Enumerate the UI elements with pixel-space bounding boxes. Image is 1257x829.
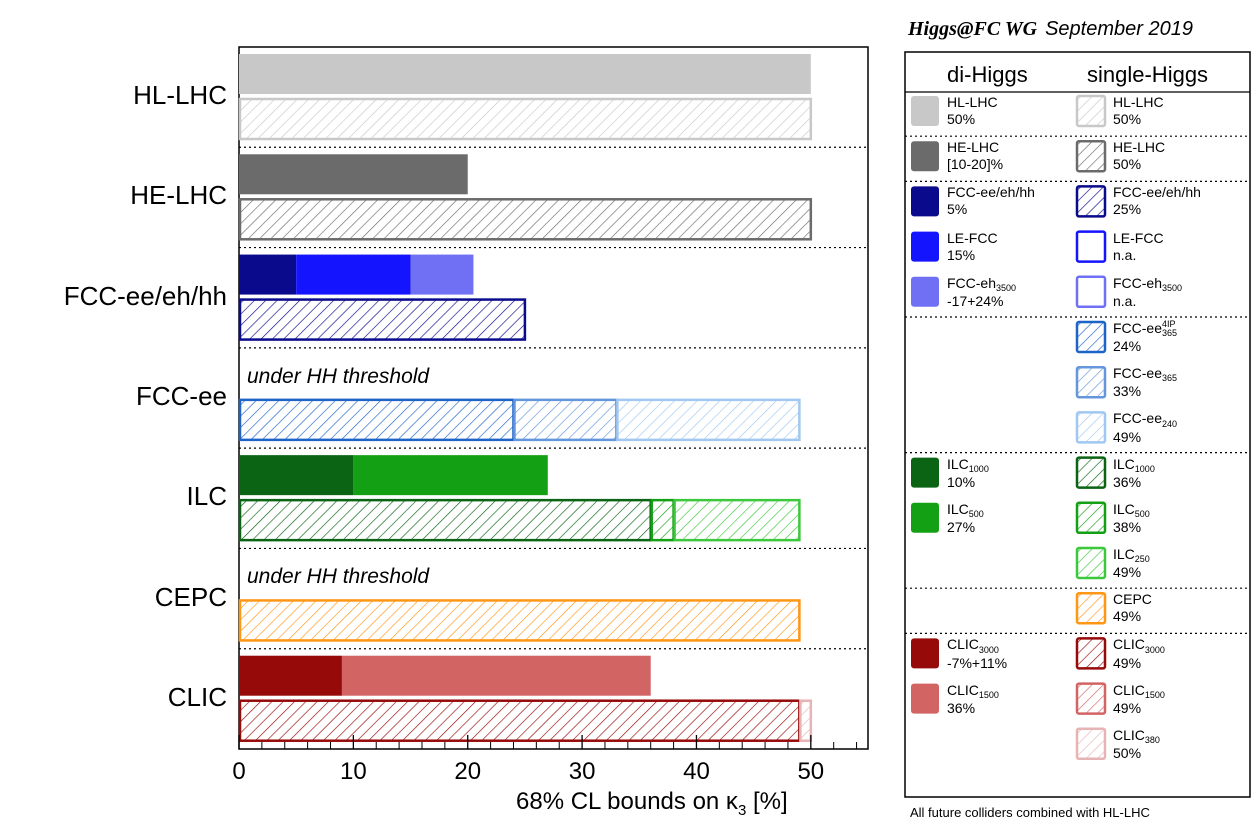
category-label: HL-LHC — [133, 80, 227, 111]
legend-swatch-di — [911, 186, 939, 217]
single-higgs-bar — [799, 699, 813, 742]
legend-swatch-single — [1075, 411, 1107, 444]
wg-title: Higgs@FC WG — [908, 18, 1038, 40]
legend-entry-text: CLIC 380 50% — [1113, 726, 1160, 762]
legend-swatch-single — [1075, 727, 1107, 761]
legend-swatch-single — [1075, 591, 1107, 625]
legend-entry-text: LE-FCC 15% — [947, 229, 998, 263]
category-label: FCC-ee — [135, 381, 227, 411]
legend-swatch-di — [911, 683, 939, 714]
legend-swatch-single — [1075, 501, 1107, 535]
legend-swatch-di — [911, 141, 939, 172]
di-higgs-bar — [239, 455, 354, 496]
single-higgs-bar — [616, 398, 801, 442]
legend-entry-text: FCC-eh 3500 n.a. — [1113, 274, 1183, 310]
x-tick-label: 10 — [340, 758, 367, 785]
date-label: September 2019 — [1045, 18, 1193, 40]
category-label: ILC — [186, 481, 227, 512]
under-threshold-note: under HH threshold — [247, 565, 430, 589]
x-axis-label-unit: [%] — [752, 788, 788, 815]
x-axis-label-sub: 3 — [737, 801, 747, 819]
legend-box — [904, 51, 1251, 798]
single-higgs-bar — [238, 699, 801, 742]
single-higgs-bar — [238, 599, 801, 642]
legend-entry-text: HL-LHC 50% — [947, 94, 998, 127]
legend-swatch-single — [1075, 185, 1107, 218]
chart-title: Higgs@FC WG September 2019 — [908, 18, 1193, 41]
legend-swatch-single — [1075, 320, 1107, 354]
legend-entry-text: ILC 1000 10% — [947, 455, 989, 490]
legend-entry-text: CLIC 1500 36% — [947, 681, 999, 716]
legend-entry-text: ILC 500 38% — [1113, 500, 1150, 536]
legend-swatch-di — [911, 638, 939, 669]
legend-entry-text: FCC-ee/eh/hh 25% — [1113, 184, 1201, 218]
di-higgs-bar — [296, 254, 411, 295]
category-label: CLIC — [167, 681, 227, 712]
legend-entry-text: HE-LHC [10-20]% — [947, 139, 1004, 173]
legend-entry-text: CLIC 1500 49% — [1113, 681, 1165, 716]
legend-swatch-single — [1075, 456, 1107, 489]
x-axis-label-text: 68% CL bounds on κ — [516, 788, 738, 815]
x-axis-label: 68% CL bounds on κ3 [%] — [516, 788, 788, 819]
x-tick-label: 0 — [232, 758, 246, 785]
legend-entry-text: ILC 250 49% — [1113, 546, 1150, 581]
x-tick-label: 40 — [683, 758, 710, 785]
legend-entry-text: FCC-ee/eh/hh 5% — [947, 184, 1035, 218]
di-higgs-bar — [353, 455, 548, 496]
legend-entry-text: CLIC 3000 -7%+11% — [947, 636, 1008, 671]
legend-swatch-di — [911, 502, 939, 533]
legend-entry-text: LE-FCC n.a. — [1113, 229, 1164, 263]
legend-swatch-single — [1075, 230, 1107, 263]
legend-entry-text: FCC-eh 3500 -17+24% — [947, 274, 1017, 310]
di-higgs-bar — [239, 154, 468, 195]
legend-entry-text: CEPC 49% — [1113, 591, 1152, 625]
legend-entry-text: FCC-ee 365 33% — [1113, 365, 1178, 400]
legend-footer: All future colliders combined with HL-LH… — [910, 805, 1150, 820]
single-higgs-bar — [238, 298, 527, 341]
legend-entry-text: FCC-ee 4IP 365 24% — [1113, 319, 1178, 355]
legend-swatch-single — [1075, 365, 1107, 399]
legend-entry-text: ILC 500 27% — [947, 500, 984, 536]
legend-entry-text: FCC-ee 240 49% — [1113, 410, 1178, 445]
category-label: HE-LHC — [130, 180, 227, 211]
legend-swatch-di — [911, 276, 939, 307]
single-higgs-bar — [650, 498, 675, 542]
legend-swatch-single — [1075, 94, 1107, 128]
legend-col-single-higgs: single-Higgs — [1087, 62, 1209, 87]
legend-swatch-single — [1075, 139, 1107, 173]
di-higgs-bar — [239, 655, 342, 696]
plot-frame — [238, 46, 869, 750]
di-higgs-bar — [341, 655, 651, 696]
legend-swatch-single — [1075, 546, 1107, 580]
single-higgs-bar — [238, 198, 813, 241]
di-higgs-bar — [239, 254, 297, 295]
single-higgs-bar — [673, 498, 801, 542]
legend-entry-text: HL-LHC 50% — [1113, 94, 1164, 127]
single-higgs-bar — [238, 498, 652, 542]
x-tick-label: 30 — [568, 758, 596, 785]
legend-entry-text: HE-LHC 50% — [1113, 139, 1166, 173]
legend-swatch-di — [911, 231, 939, 262]
x-tick-label: 20 — [454, 758, 482, 785]
single-higgs-bar — [238, 398, 515, 442]
category-label: FCC-ee/eh/hh — [63, 280, 227, 311]
single-higgs-bar — [238, 97, 813, 141]
legend-swatch-single — [1075, 637, 1107, 670]
di-higgs-bar — [410, 254, 474, 295]
legend-swatch-di — [911, 457, 939, 488]
di-higgs-bar — [239, 54, 811, 94]
legend-col-di-higgs: di-Higgs — [947, 62, 1028, 87]
category-label: CEPC — [154, 581, 227, 612]
legend-swatch-single — [1075, 682, 1107, 715]
legend-swatch-di — [911, 96, 939, 126]
x-tick-label: 50 — [797, 758, 825, 785]
under-threshold-note: under HH threshold — [247, 364, 430, 388]
legend-swatch-single — [1075, 275, 1107, 309]
single-higgs-bar — [513, 398, 618, 442]
legend-entry-text: ILC 1000 36% — [1113, 455, 1155, 490]
legend-entry-text: CLIC 3000 49% — [1113, 636, 1165, 671]
